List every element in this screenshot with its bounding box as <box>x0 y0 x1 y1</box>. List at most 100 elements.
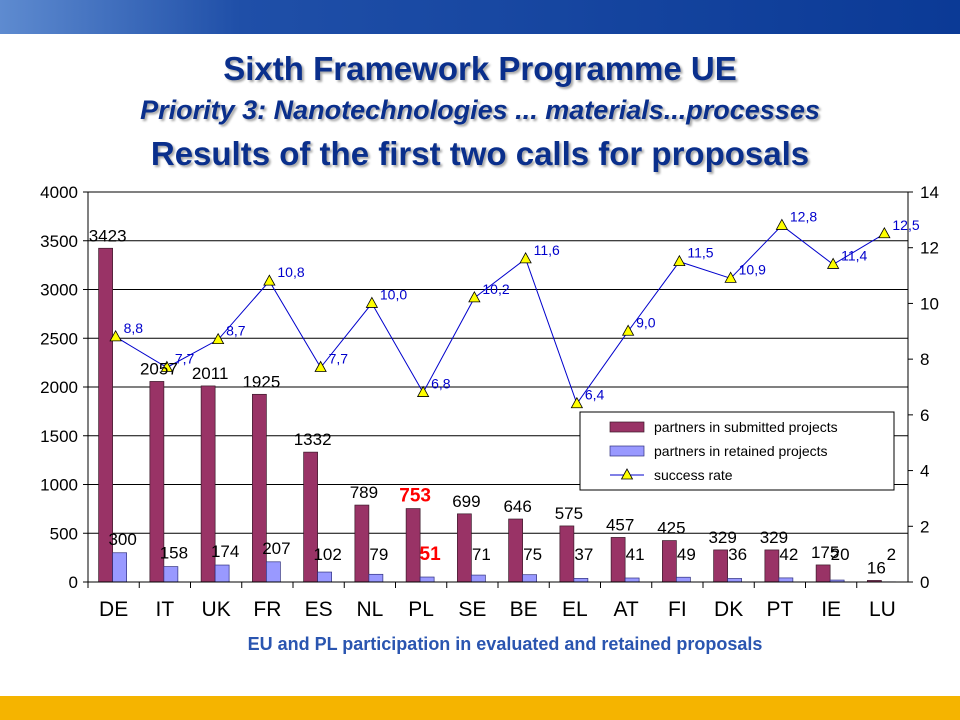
legend-swatch-submitted <box>609 421 645 433</box>
success-rate-label: 8,8 <box>124 320 144 336</box>
retained-value-label: 51 <box>420 544 442 565</box>
success-rate-label: 9,0 <box>636 314 656 330</box>
bar-submitted <box>662 540 677 583</box>
y-left-tick-label: 3000 <box>40 281 78 300</box>
bar-retained <box>573 578 589 583</box>
submitted-value-label: 16 <box>867 558 886 577</box>
bar-submitted <box>610 537 626 583</box>
retained-value-label: 71 <box>472 545 491 564</box>
y-left-tick-label: 3500 <box>40 232 78 251</box>
success-rate-marker <box>621 324 635 336</box>
bar-submitted <box>405 508 421 583</box>
chart-legend: partners in submitted projects partners i… <box>579 411 895 491</box>
bar-submitted <box>457 513 472 583</box>
success-rate-label: 7,7 <box>329 351 349 367</box>
success-rate-marker <box>826 257 840 269</box>
chart-gridlines <box>88 191 908 583</box>
submitted-value-label: 329 <box>708 528 736 547</box>
bar-submitted <box>354 504 370 583</box>
success-rate-label: 6,8 <box>431 376 451 392</box>
chart-axes <box>83 191 913 588</box>
success-rate-label: 10,2 <box>482 281 509 297</box>
retained-value-label: 36 <box>728 545 747 564</box>
success-rate-marker <box>263 274 276 286</box>
y-right-tick-label: 10 <box>920 294 939 313</box>
y-right-tick-label: 12 <box>920 239 939 258</box>
x-tick-label: AT <box>613 598 638 621</box>
bar-submitted <box>559 525 575 583</box>
x-tick-label: NL <box>356 598 383 621</box>
submitted-value-label: 699 <box>452 492 480 511</box>
y-right-tick-label: 2 <box>920 517 929 536</box>
y-left-tick-label: 1500 <box>40 427 78 446</box>
y-right-tick-label: 6 <box>920 406 929 425</box>
bar-retained <box>112 552 127 583</box>
success-rate-label: 10,9 <box>739 261 766 277</box>
success-rate-marker <box>673 254 686 267</box>
bar-submitted <box>713 549 728 583</box>
success-rate-line-group <box>109 218 891 409</box>
submitted-value-label: 2011 <box>192 364 229 383</box>
submitted-value-label: 175 <box>811 543 839 562</box>
y-right-tick-label: 14 <box>920 183 939 202</box>
bar-retained <box>214 564 230 583</box>
success-rate-label: 12,8 <box>790 208 817 224</box>
retained-value-label: 79 <box>369 545 388 564</box>
success-rate-label: 10,8 <box>277 264 304 280</box>
success-rate-marker <box>109 330 122 342</box>
submitted-value-label: 646 <box>503 497 531 516</box>
x-tick-label: PT <box>766 598 793 621</box>
success-rate-label: 10,0 <box>380 286 407 302</box>
bar-retained <box>317 571 332 583</box>
retained-value-label: 75 <box>523 545 542 564</box>
success-rate-label: 11,6 <box>534 242 560 258</box>
success-rate-label: 11,4 <box>841 247 867 263</box>
retained-value-label: 102 <box>313 545 341 564</box>
success-rate-label: 8,7 <box>226 323 246 339</box>
retained-value-label: 207 <box>262 539 290 558</box>
success-rate-label: 11,5 <box>687 245 713 261</box>
bar-retained <box>471 574 486 583</box>
success-rate-marker <box>724 271 737 283</box>
x-tick-label: FR <box>253 598 281 621</box>
success-rate-marker <box>365 296 379 308</box>
bar-submitted <box>508 518 523 583</box>
retained-value-label: 300 <box>108 530 136 549</box>
x-tick-label: SE <box>458 598 486 621</box>
bar-retained <box>778 577 794 583</box>
success-rate-line <box>115 224 885 405</box>
x-tick-label: LU <box>869 598 896 621</box>
x-tick-label: PL <box>408 598 434 621</box>
submitted-value-label: 753 <box>399 486 431 507</box>
x-tick-label: IE <box>821 598 841 621</box>
legend-swatch-rate-marker <box>620 468 634 480</box>
y-left-tick-label: 2500 <box>40 329 78 348</box>
success-rate-marker <box>314 360 327 372</box>
legend-label-submitted: partners in submitted projects <box>654 419 838 435</box>
bar-retained <box>419 576 435 583</box>
slide-title: Sixth Framework Programme UE <box>223 50 737 87</box>
x-tick-label: BE <box>510 598 538 621</box>
retained-value-label: 41 <box>626 545 645 564</box>
slide-heading: Results of the first two calls for propo… <box>150 135 810 172</box>
retained-value-label: 37 <box>574 545 593 564</box>
bar-retained <box>368 573 384 583</box>
legend-swatch-retained <box>609 445 645 457</box>
x-tick-label: DE <box>99 598 128 621</box>
submitted-value-label: 425 <box>657 519 685 538</box>
y-left-tick-label: 2000 <box>40 378 78 397</box>
legend-label-retained: partners in retained projects <box>654 443 828 459</box>
y-left-tick-label: 4000 <box>40 183 78 202</box>
submitted-value-label: 3423 <box>89 226 127 245</box>
success-rate-marker <box>468 291 481 303</box>
x-tick-label: ES <box>305 598 333 621</box>
y-right-tick-label: 4 <box>920 462 929 481</box>
success-rate-marker <box>416 385 430 397</box>
chart-labels: 0 500 1000 1500 2000 2500 3000 3500 4000 0 2 4 6 8 10 1… <box>40 183 939 621</box>
x-tick-label: UK <box>202 598 231 621</box>
success-rate-label: 7,7 <box>175 351 195 367</box>
success-rate-marker <box>878 226 891 239</box>
submitted-value-label: 2057 <box>140 359 178 378</box>
submitted-value-label: 457 <box>606 515 634 534</box>
bar-submitted <box>764 549 780 583</box>
